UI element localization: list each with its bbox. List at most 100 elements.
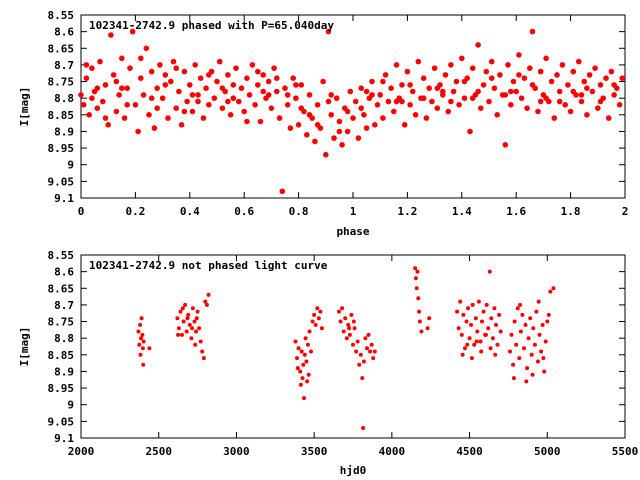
phased-plot-data-point — [369, 92, 375, 98]
phased-plot-data-point — [148, 68, 155, 75]
phased-plot-data-point — [570, 68, 577, 75]
unphased-plot-data-point — [497, 312, 502, 317]
phased-plot-data-point — [559, 62, 566, 68]
phased-plot-data-point — [513, 88, 519, 95]
phased-plot-data-point — [265, 92, 272, 98]
unphased-plot-data-point — [460, 352, 465, 357]
phased-plot-x-tick-label: 1.8 — [561, 205, 581, 218]
phased-plot-data-point — [173, 65, 179, 71]
phased-plot-data-point — [554, 72, 560, 78]
unphased-plot-points — [136, 266, 556, 430]
phased-plot-data-point — [434, 105, 441, 111]
unphased-plot-data-point — [309, 349, 313, 354]
phased-plot-x-tick-label: 2 — [622, 205, 629, 218]
phased-plot-points — [78, 28, 626, 195]
unphased-plot-y-tick-label: 8.6 — [54, 266, 74, 279]
phased-plot-data-point — [450, 88, 457, 95]
phased-plot-data-point — [298, 105, 305, 111]
unphased-plot-data-point — [512, 319, 517, 324]
phased-plot-data-point — [415, 58, 422, 65]
phased-plot-data-point — [279, 188, 286, 195]
unphased-plot-data-point — [299, 349, 304, 354]
phased-plot-data-point — [189, 92, 196, 98]
phased-plot-data-point — [423, 115, 430, 121]
unphased-plot-data-point — [347, 332, 352, 337]
unphased-plot-data-point — [511, 362, 516, 367]
unphased-plot-x-tick-label: 3500 — [301, 445, 328, 458]
phased-plot-data-point — [407, 102, 413, 108]
unphased-plot-data-point — [459, 332, 464, 337]
unphased-plot-y-tick-label: 9.05 — [48, 415, 75, 428]
phased-plot-data-point — [132, 102, 139, 108]
phased-plot-data-point — [83, 75, 90, 81]
unphased-plot-data-point — [537, 332, 542, 337]
phased-plot-data-point — [352, 98, 359, 105]
unphased-plot-data-point — [483, 332, 488, 337]
unphased-plot-data-point — [316, 316, 321, 321]
phased-plot-data-point — [505, 62, 511, 68]
unphased-plot-data-point — [190, 326, 195, 331]
unphased-plot-data-point — [183, 302, 188, 307]
unphased-plot-data-point — [469, 356, 474, 361]
phased-plot-data-point — [233, 65, 239, 71]
phased-plot-data-point — [140, 92, 147, 98]
unphased-plot-y-tick-label: 8.8 — [54, 332, 74, 345]
unphased-plot-data-point — [492, 306, 497, 311]
unphased-plot-data-point — [192, 319, 197, 324]
phased-plot-x-tick-label: 1.4 — [452, 205, 472, 218]
phased-plot-data-point — [328, 92, 335, 98]
phased-plot-data-point — [491, 85, 498, 91]
phased-plot-data-point — [113, 78, 120, 85]
phased-plot-data-point — [385, 98, 392, 105]
phased-plot-data-point — [187, 82, 193, 88]
unphased-plot-data-point — [548, 289, 553, 294]
unphased-plot-data-point — [530, 372, 535, 377]
phased-plot-ticks: 0 0.2 0.4 0.6 0.8 1 1.2 1.4 1.6 1.8 2 8.55 8.6 8.65 8.… — [48, 9, 629, 218]
phased-plot-data-point — [556, 88, 563, 95]
unphased-plot-data-point — [545, 319, 550, 324]
phased-plot-data-point — [374, 102, 381, 108]
phased-plot-data-point — [459, 55, 465, 62]
unphased-plot-data-point — [181, 319, 186, 324]
unphased-plot-data-point — [531, 326, 536, 331]
phased-plot-data-point — [181, 108, 188, 115]
unphased-plot-data-point — [523, 322, 528, 327]
phased-plot-data-point — [325, 28, 332, 35]
phased-plot-data-point — [380, 115, 386, 121]
phased-plot-data-point — [121, 115, 128, 121]
unphased-plot-data-point — [301, 362, 306, 367]
unphased-plot-data-point — [315, 306, 320, 311]
unphased-plot-data-point — [464, 319, 469, 324]
phased-plot-data-point — [586, 72, 593, 78]
phased-plot-data-point — [331, 135, 337, 141]
phased-plot-data-point — [521, 75, 528, 81]
phased-plot-data-point — [230, 82, 237, 88]
phased-plot-y-tick-label: 8.7 — [54, 59, 74, 72]
phased-plot-data-point — [230, 95, 237, 101]
phased-plot-data-point — [442, 72, 449, 78]
phased-plot-data-point — [412, 112, 419, 118]
unphased-plot-data-point — [498, 329, 503, 334]
phased-plot-data-point — [211, 95, 218, 101]
phased-plot-x-tick-label: 0.4 — [180, 205, 200, 218]
phased-plot-data-point — [102, 115, 109, 121]
unphased-plot-data-point — [470, 302, 475, 307]
unphased-plot-data-point — [343, 316, 348, 321]
phased-plot-data-point — [510, 78, 517, 85]
unphased-plot-data-point — [518, 302, 523, 307]
phased-plot-data-point — [478, 105, 484, 111]
phased-plot-data-point — [238, 85, 245, 91]
phased-plot-data-point — [347, 88, 354, 95]
phased-plot-data-point — [249, 62, 256, 68]
unphased-plot-x-axis-label: hjd0 — [340, 464, 367, 477]
unphased-plot-x-tick-label: 5000 — [534, 445, 561, 458]
unphased-plot-data-point — [361, 359, 366, 364]
unphased-plot-data-point — [532, 342, 537, 347]
phased-plot-data-point — [260, 72, 267, 78]
phased-plot-data-point — [494, 112, 501, 118]
phased-plot-data-point — [197, 75, 204, 81]
unphased-plot-data-point — [417, 319, 422, 324]
unphased-plot-data-point — [466, 306, 470, 311]
phased-plot-data-point — [595, 105, 601, 111]
